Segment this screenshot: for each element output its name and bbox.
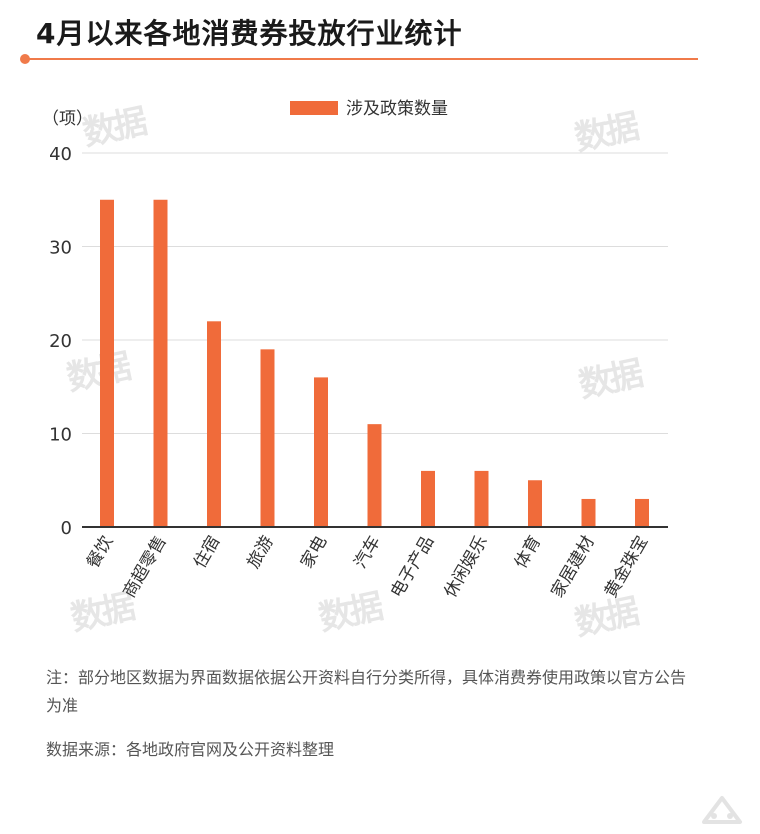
- brand-logo-icon: [702, 796, 742, 824]
- bar: [207, 321, 221, 527]
- x-tick-label: 黄金珠宝: [601, 533, 652, 602]
- bar: [421, 470, 435, 527]
- y-axis-unit: （项）: [42, 109, 93, 129]
- legend-label: 涉及政策数量: [346, 99, 448, 119]
- y-tick-label: 30: [49, 238, 72, 259]
- bar: [474, 470, 489, 527]
- bar: [367, 424, 382, 527]
- bar: [260, 349, 275, 527]
- x-tick-label: 家电: [297, 533, 331, 572]
- bars: [100, 199, 649, 527]
- bar-chart: 0 10 20 30 40 餐饮 商超零售 住宿 旅游 家电 汽车 电子产品 休闲娱乐 体育 家居建材 黄金珠…: [42, 99, 668, 601]
- chart-title: 4月以来各地消费券投放行业统计: [36, 17, 463, 50]
- title-accent-dot: [20, 54, 30, 64]
- x-tick-label: 家居建材: [548, 533, 599, 602]
- bar: [528, 480, 542, 527]
- x-tick-label: 体育: [511, 533, 545, 572]
- x-tick-label: 汽车: [351, 533, 385, 572]
- x-tick-label: 商超零售: [120, 533, 171, 602]
- y-tick-label: 20: [49, 331, 72, 352]
- y-tick-label: 40: [49, 144, 72, 165]
- y-tick-label: 10: [49, 425, 72, 446]
- x-tick-label: 休闲娱乐: [441, 533, 492, 602]
- title-divider: [26, 58, 698, 60]
- x-tick-label: 住宿: [190, 533, 224, 572]
- x-tick-label: 旅游: [244, 533, 278, 572]
- x-tick-label: 餐饮: [83, 533, 117, 572]
- y-tick-label: 0: [61, 518, 72, 539]
- bar: [314, 377, 328, 527]
- bar: [581, 498, 596, 527]
- x-tick-label: 电子产品: [387, 533, 438, 602]
- legend-swatch: [290, 101, 338, 115]
- bar: [153, 199, 168, 527]
- bar: [100, 199, 114, 527]
- grid-lines: [82, 152, 668, 434]
- bar: [635, 498, 649, 527]
- data-source: 数据来源：各地政府官网及公开资料整理: [46, 740, 335, 759]
- footnote: 注：部分地区数据为界面数据依据公开资料自行分类所得，具体消费券使用政策以官方公告…: [46, 668, 687, 715]
- axes: 0 10 20 30 40 餐饮 商超零售 住宿 旅游 家电 汽车 电子产品 休闲娱乐 体育 家居建材 黄金珠…: [49, 144, 668, 601]
